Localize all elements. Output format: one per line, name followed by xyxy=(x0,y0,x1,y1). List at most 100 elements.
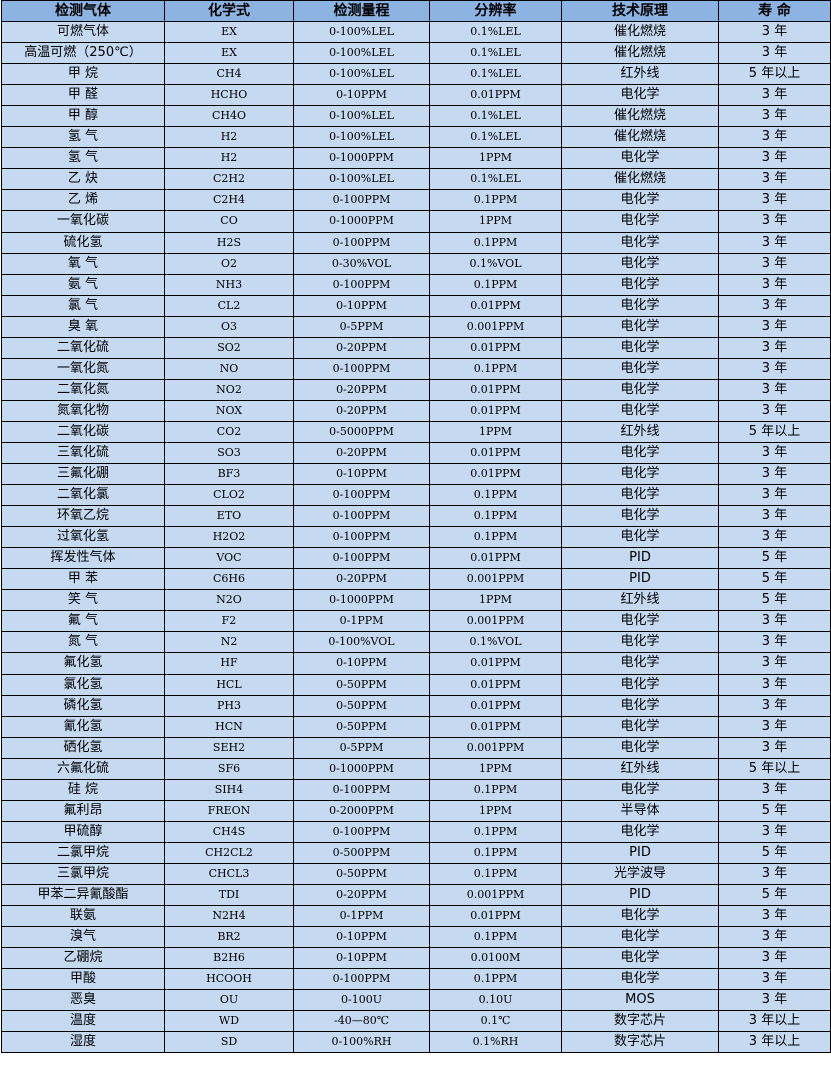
cell-formula: CHCL3 xyxy=(164,862,294,885)
cell-formula: CH4S xyxy=(164,820,294,843)
cell-resolution: 0.01PPM xyxy=(429,673,562,696)
cell-lifespan: 3 年 xyxy=(718,926,831,949)
table-row: 甲酸 HCOOH 0-100PPM 0.1PPM 电化学 3 年 xyxy=(1,968,831,991)
cell-lifespan: 3 年 xyxy=(718,905,831,928)
cell-formula: N2O xyxy=(164,589,294,612)
cell-range: 0-5PPM xyxy=(293,736,430,759)
cell-resolution: 0.1PPM xyxy=(429,778,562,801)
cell-lifespan: 3 年 xyxy=(718,210,831,233)
cell-formula: NOX xyxy=(164,399,294,422)
cell-resolution: 0.01PPM xyxy=(429,441,562,465)
cell-lifespan: 3 年 xyxy=(718,947,831,970)
cell-formula: B2H6 xyxy=(164,947,294,970)
cell-resolution: 0.01PPM xyxy=(429,547,562,570)
cell-principle: 电化学 xyxy=(561,357,719,380)
cell-gas-name: 二氧化硫 xyxy=(1,336,165,359)
cell-formula: NO2 xyxy=(164,378,294,401)
cell-gas-name: 溴气 xyxy=(1,926,165,949)
cell-range: 0-10PPM xyxy=(293,652,430,675)
cell-formula: H2S xyxy=(164,231,294,254)
table-row: 二氧化硫 SO2 0-20PPM 0.01PPM 电化学 3 年 xyxy=(1,336,831,359)
cell-lifespan: 3 年 xyxy=(718,84,831,107)
cell-formula: C6H6 xyxy=(164,568,294,591)
cell-range: 0-20PPM xyxy=(293,399,430,422)
table-row: 氢 气 H2 0-100%LEL 0.1%LEL 催化燃烧 3 年 xyxy=(1,126,831,149)
cell-principle: 电化学 xyxy=(561,189,719,212)
cell-principle: 红外线 xyxy=(561,63,719,86)
cell-range: -40—80℃ xyxy=(293,1010,430,1033)
cell-gas-name: 二氧化氮 xyxy=(1,378,165,401)
cell-lifespan: 5 年 xyxy=(718,883,831,907)
cell-gas-name: 联氨 xyxy=(1,905,165,928)
cell-resolution: 0.1%LEL xyxy=(429,126,562,149)
cell-formula: VOC xyxy=(164,547,294,570)
cell-principle: 红外线 xyxy=(561,420,719,443)
table-row: 甲 醛 HCHO 0-10PPM 0.01PPM 电化学 3 年 xyxy=(1,84,831,107)
cell-gas-name: 甲酸 xyxy=(1,968,165,991)
cell-gas-name: 硒化氢 xyxy=(1,736,165,759)
cell-lifespan: 5 年 xyxy=(718,547,831,570)
cell-principle: PID xyxy=(561,883,719,907)
cell-range: 0-100PPM xyxy=(293,484,430,507)
header-row: 检测气体 化学式 检测量程 分辨率 技术原理 寿 命 xyxy=(1,0,831,23)
cell-range: 0-10PPM xyxy=(293,294,430,317)
cell-principle: 电化学 xyxy=(561,820,719,843)
cell-resolution: 0.1PPM xyxy=(429,968,562,991)
cell-gas-name: 甲苯二异氰酸酯 xyxy=(1,883,165,907)
cell-range: 0-10PPM xyxy=(293,926,430,949)
cell-lifespan: 3 年以上 xyxy=(718,1010,831,1033)
cell-principle: 红外线 xyxy=(561,757,719,780)
cell-principle: 电化学 xyxy=(561,294,719,317)
cell-range: 0-5000PPM xyxy=(293,420,430,443)
cell-range: 0-100U xyxy=(293,989,430,1012)
cell-gas-name: 氟化氢 xyxy=(1,652,165,675)
table-row: 可燃气体 EX 0-100%LEL 0.1%LEL 催化燃烧 3 年 xyxy=(1,21,831,44)
cell-gas-name: 二氧化碳 xyxy=(1,420,165,443)
cell-formula: SO2 xyxy=(164,336,294,359)
table-row: 氰化氢 HCN 0-50PPM 0.01PPM 电化学 3 年 xyxy=(1,715,831,738)
cell-range: 0-1000PPM xyxy=(293,589,430,612)
cell-resolution: 0.1%VOL xyxy=(429,252,562,275)
table-row: 硒化氢 SEH2 0-5PPM 0.001PPM 电化学 3 年 xyxy=(1,736,831,759)
cell-range: 0-100%LEL xyxy=(293,105,430,128)
table-row: 溴气 BR2 0-10PPM 0.1PPM 电化学 3 年 xyxy=(1,926,831,949)
cell-principle: PID xyxy=(561,547,719,570)
cell-range: 0-20PPM xyxy=(293,568,430,591)
cell-lifespan: 3 年 xyxy=(718,252,831,275)
table-row: 联氨 N2H4 0-1PPM 0.01PPM 电化学 3 年 xyxy=(1,905,831,928)
cell-resolution: 0.1PPM xyxy=(429,926,562,949)
cell-resolution: 0.1%LEL xyxy=(429,168,562,191)
cell-gas-name: 一氧化氮 xyxy=(1,357,165,380)
cell-principle: PID xyxy=(561,568,719,591)
cell-resolution: 0.01PPM xyxy=(429,715,562,738)
cell-formula: SF6 xyxy=(164,757,294,780)
cell-gas-name: 挥发性气体 xyxy=(1,547,165,570)
header-formula: 化学式 xyxy=(164,0,294,23)
cell-gas-name: 氰化氢 xyxy=(1,715,165,738)
cell-resolution: 0.001PPM xyxy=(429,736,562,759)
cell-lifespan: 3 年 xyxy=(718,315,831,338)
cell-principle: 电化学 xyxy=(561,926,719,949)
cell-lifespan: 3 年 xyxy=(718,820,831,843)
cell-gas-name: 甲 醇 xyxy=(1,105,165,128)
cell-formula: SO3 xyxy=(164,441,294,465)
cell-principle: 电化学 xyxy=(561,336,719,359)
table-row: 六氟化硫 SF6 0-1000PPM 1PPM 红外线 5 年以上 xyxy=(1,757,831,780)
cell-resolution: 1PPM xyxy=(429,147,562,170)
cell-range: 0-2000PPM xyxy=(293,799,430,822)
cell-range: 0-10PPM xyxy=(293,463,430,486)
cell-principle: 电化学 xyxy=(561,778,719,801)
cell-lifespan: 3 年 xyxy=(718,378,831,401)
table-row: 氧 气 O2 0-30%VOL 0.1%VOL 电化学 3 年 xyxy=(1,252,831,275)
cell-resolution: 0.1PPM xyxy=(429,862,562,885)
cell-lifespan: 3 年 xyxy=(718,989,831,1012)
cell-range: 0-100PPM xyxy=(293,547,430,570)
cell-range: 0-5PPM xyxy=(293,315,430,338)
cell-lifespan: 5 年以上 xyxy=(718,63,831,86)
cell-lifespan: 3 年 xyxy=(718,357,831,380)
cell-range: 0-100PPM xyxy=(293,820,430,843)
table-row: 过氧化氢 H2O2 0-100PPM 0.1PPM 电化学 3 年 xyxy=(1,526,831,549)
table-row: 三氯甲烷 CHCL3 0-50PPM 0.1PPM 光学波导 3 年 xyxy=(1,862,831,885)
cell-gas-name: 氟利昂 xyxy=(1,799,165,822)
cell-formula: HF xyxy=(164,652,294,675)
